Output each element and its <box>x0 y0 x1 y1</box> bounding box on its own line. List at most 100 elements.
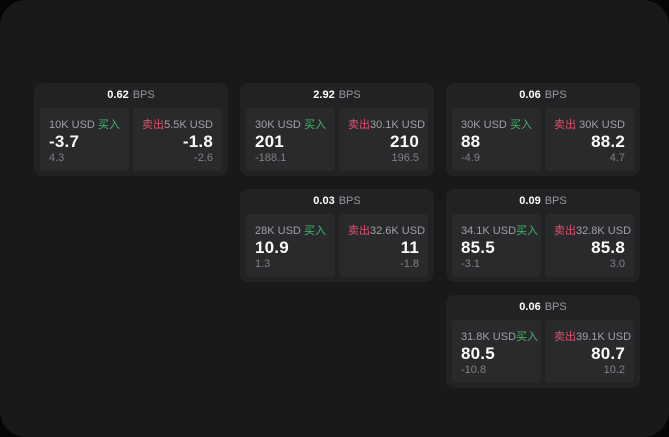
bps-value: 0.09 <box>519 195 541 207</box>
bps-unit-label: BPS <box>544 195 567 207</box>
bps-value: 0.62 <box>107 89 129 101</box>
sell-tile[interactable]: 卖出 5.5K USD -1.8 -2.6 <box>133 108 222 171</box>
bps-unit-label: BPS <box>338 195 361 207</box>
sell-tile-header: 卖出 32.8K USD <box>554 222 631 238</box>
buy-tile-header: 30K USD 买入 <box>255 116 326 132</box>
sell-tile[interactable]: 卖出 30.1K USD 210 196.5 <box>339 108 428 171</box>
sell-quote-value: -1.8 <box>182 132 213 151</box>
buy-tile[interactable]: 30K USD 买入 201 -188.1 <box>246 108 335 171</box>
sell-tile-header: 卖出 39.1K USD <box>554 328 631 344</box>
sell-tile[interactable]: 卖出 39.1K USD 80.7 10.2 <box>545 320 634 383</box>
spread-cards-grid: 0.62 BPS 10K USD 买入 -3.7 4.3 卖出 5.5K USD… <box>34 83 640 388</box>
buy-quote-value: 201 <box>255 132 284 151</box>
sell-amount: 30K USD <box>579 119 625 131</box>
buy-side-label: 买入 <box>304 119 326 131</box>
buy-tile[interactable]: 34.1K USD 买入 85.5 -3.1 <box>452 214 541 277</box>
card-header: 0.09 BPS <box>452 189 634 214</box>
sell-amount: 39.1K USD <box>576 331 632 343</box>
buy-quote-value: 85.5 <box>461 238 495 257</box>
spread-card: 0.62 BPS 10K USD 买入 -3.7 4.3 卖出 5.5K USD… <box>34 83 228 176</box>
buy-tile[interactable]: 31.8K USD 买入 80.5 -10.8 <box>452 320 541 383</box>
card-body: 30K USD 买入 88 -4.9 卖出 30K USD 88.2 4.7 <box>452 108 634 171</box>
sell-delta-value: 4.7 <box>609 152 625 164</box>
sell-delta-value: -2.6 <box>194 152 213 164</box>
card-header: 0.62 BPS <box>40 83 222 108</box>
buy-amount: 31.8K USD <box>461 331 517 343</box>
sell-quote-value: 210 <box>390 132 419 151</box>
sell-tile-header: 卖出 32.6K USD <box>348 222 425 238</box>
buy-delta-value: 1.3 <box>255 258 271 270</box>
sell-delta-value: 3.0 <box>609 258 625 270</box>
sell-tile[interactable]: 卖出 32.8K USD 85.8 3.0 <box>545 214 634 277</box>
sell-delta-value: 196.5 <box>391 152 419 164</box>
card-body: 34.1K USD 买入 85.5 -3.1 卖出 32.8K USD 85.8… <box>452 214 634 277</box>
card-header: 0.03 BPS <box>246 189 428 214</box>
sell-tile-header: 卖出 30.1K USD <box>348 116 425 132</box>
sell-side-label: 卖出 <box>554 225 576 237</box>
spread-card: 0.03 BPS 28K USD 买入 10.9 1.3 卖出 32.6K US… <box>240 189 434 282</box>
buy-tile[interactable]: 30K USD 买入 88 -4.9 <box>452 108 541 171</box>
sell-delta-value: -1.8 <box>400 258 419 270</box>
buy-amount: 10K USD <box>49 119 95 131</box>
sell-amount: 32.6K USD <box>370 225 426 237</box>
sell-tile-header: 卖出 5.5K USD <box>142 116 213 132</box>
bps-unit-label: BPS <box>544 89 567 101</box>
sell-tile[interactable]: 卖出 32.6K USD 11 -1.8 <box>339 214 428 277</box>
sell-side-label: 卖出 <box>348 119 370 131</box>
buy-quote-value: 80.5 <box>461 344 495 363</box>
spread-card: 0.06 BPS 30K USD 买入 88 -4.9 卖出 30K USD 8… <box>446 83 640 176</box>
card-header: 0.06 BPS <box>452 295 634 320</box>
buy-delta-value: -3.1 <box>461 258 480 270</box>
buy-quote-value: 88 <box>461 132 481 151</box>
bps-unit-label: BPS <box>544 301 567 313</box>
bps-unit-label: BPS <box>338 89 361 101</box>
buy-delta-value: -4.9 <box>461 152 480 164</box>
spread-card: 0.09 BPS 34.1K USD 买入 85.5 -3.1 卖出 32.8K… <box>446 189 640 282</box>
sell-amount: 32.8K USD <box>576 225 632 237</box>
bps-unit-label: BPS <box>132 89 155 101</box>
sell-quote-value: 80.7 <box>591 344 625 363</box>
sell-tile-header: 卖出 30K USD <box>554 116 625 132</box>
sell-amount: 30.1K USD <box>370 119 426 131</box>
spread-card: 2.92 BPS 30K USD 买入 201 -188.1 卖出 30.1K … <box>240 83 434 176</box>
sell-side-label: 卖出 <box>554 119 576 131</box>
buy-tile-header: 10K USD 买入 <box>49 116 120 132</box>
buy-side-label: 买入 <box>98 119 120 131</box>
buy-side-label: 买入 <box>510 119 532 131</box>
buy-side-label: 买入 <box>516 225 539 237</box>
sell-side-label: 卖出 <box>142 119 164 131</box>
sell-delta-value: 10.2 <box>603 364 625 376</box>
buy-amount: 34.1K USD <box>461 225 517 237</box>
buy-side-label: 买入 <box>304 225 326 237</box>
card-body: 28K USD 买入 10.9 1.3 卖出 32.6K USD 11 -1.8 <box>246 214 428 277</box>
sell-amount: 5.5K USD <box>164 119 213 131</box>
card-body: 10K USD 买入 -3.7 4.3 卖出 5.5K USD -1.8 -2.… <box>40 108 222 171</box>
card-body: 30K USD 买入 201 -188.1 卖出 30.1K USD 210 1… <box>246 108 428 171</box>
spread-card: 0.06 BPS 31.8K USD 买入 80.5 -10.8 卖出 39.1… <box>446 295 640 388</box>
buy-tile-header: 34.1K USD 买入 <box>461 222 538 238</box>
buy-tile-header: 30K USD 买入 <box>461 116 532 132</box>
buy-tile[interactable]: 10K USD 买入 -3.7 4.3 <box>40 108 129 171</box>
buy-quote-value: 10.9 <box>255 238 289 257</box>
buy-delta-value: -188.1 <box>255 152 287 164</box>
bps-value: 0.06 <box>519 89 541 101</box>
buy-amount: 30K USD <box>255 119 301 131</box>
bps-value: 0.03 <box>313 195 335 207</box>
buy-tile[interactable]: 28K USD 买入 10.9 1.3 <box>246 214 335 277</box>
buy-quote-value: -3.7 <box>49 132 80 151</box>
sell-side-label: 卖出 <box>554 331 576 343</box>
buy-tile-header: 31.8K USD 买入 <box>461 328 538 344</box>
buy-delta-value: -10.8 <box>461 364 487 376</box>
bps-value: 2.92 <box>313 89 335 101</box>
card-body: 31.8K USD 买入 80.5 -10.8 卖出 39.1K USD 80.… <box>452 320 634 383</box>
bps-value: 0.06 <box>519 301 541 313</box>
buy-amount: 28K USD <box>255 225 301 237</box>
sell-quote-value: 88.2 <box>591 132 625 151</box>
sell-quote-value: 85.8 <box>591 238 625 257</box>
buy-side-label: 买入 <box>516 331 539 343</box>
card-header: 2.92 BPS <box>246 83 428 108</box>
sell-tile[interactable]: 卖出 30K USD 88.2 4.7 <box>545 108 634 171</box>
card-header: 0.06 BPS <box>452 83 634 108</box>
buy-delta-value: 4.3 <box>49 152 65 164</box>
